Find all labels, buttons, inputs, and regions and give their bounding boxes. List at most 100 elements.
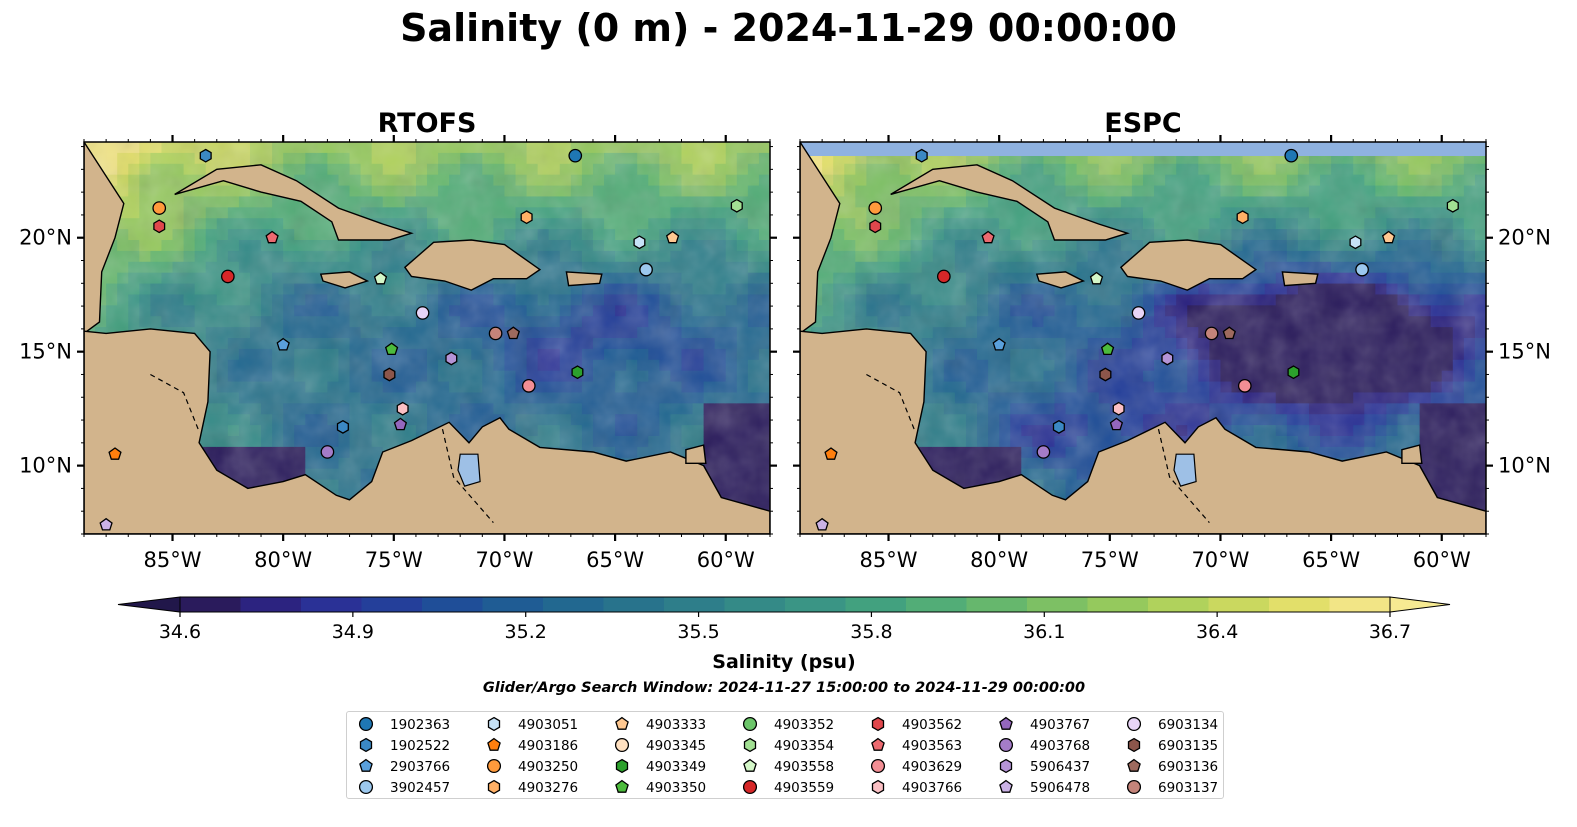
float-marker [199, 148, 212, 163]
land-mass [319, 271, 370, 289]
legend-marker [1126, 716, 1142, 732]
float-marker [1204, 326, 1219, 341]
land-mass [1035, 271, 1086, 289]
float-marker [571, 365, 584, 380]
float-marker [1036, 445, 1051, 459]
float-marker [1222, 326, 1236, 340]
legend-label: 4903563 [902, 738, 962, 754]
legend-label: 6903136 [1158, 759, 1218, 775]
float-marker [521, 379, 536, 393]
float-marker [373, 271, 388, 285]
float-marker [336, 419, 349, 434]
float-marker [384, 342, 399, 356]
land-mass [174, 164, 414, 241]
colorbar-bin [724, 597, 786, 612]
legend-label: 3902457 [390, 780, 450, 796]
float-marker [108, 447, 122, 460]
colorbar-bin [603, 597, 665, 612]
country-border [1157, 429, 1210, 523]
map-panel-rtofs: RTOFS 85°W 80°W 75°W 70°W 65°W 60°W20°N15°N10… [19, 108, 777, 572]
colorbar-bin [1148, 597, 1209, 612]
float-marker [639, 262, 653, 277]
land-mass [84, 142, 125, 335]
legend-marker [871, 716, 885, 732]
legend-entries: 1902363190252229037663902457490305149031… [358, 716, 1218, 796]
float-marker [1381, 230, 1396, 244]
panel-title-rtofs: RTOFS [378, 108, 477, 139]
legend-marker [999, 716, 1013, 730]
lat-tick-label: 10°N [1498, 454, 1551, 478]
colorbar-under-extend [117, 596, 181, 613]
float-marker [915, 148, 928, 163]
legend-label: 4903186 [518, 738, 578, 754]
map-frame [83, 141, 771, 535]
legend-label: 4903768 [1030, 738, 1090, 754]
land-mass [685, 444, 707, 464]
legend-label: 4903352 [774, 717, 834, 733]
land-mass [1401, 444, 1423, 464]
float-marker [1052, 419, 1065, 434]
lon-tick-label: 60°W [1413, 548, 1471, 572]
legend-marker [742, 716, 758, 732]
land-mass [403, 239, 542, 291]
legend-label: 6903135 [1158, 738, 1218, 754]
colorbar-bin [1329, 597, 1391, 612]
float-marker [730, 198, 743, 213]
lon-tick-label: 75°W [365, 548, 423, 572]
float-marker [1089, 271, 1104, 285]
float-marker [220, 269, 235, 284]
legend-marker [615, 758, 629, 774]
float-marker [488, 326, 503, 341]
map-panel-espc: ESPC 85°W 80°W 75°W 70°W 65°W 60°W20°N15°N10°… [793, 108, 1551, 572]
legend-marker [487, 779, 501, 795]
country-border [866, 373, 916, 432]
colorbar-tick-label: 36.4 [1196, 621, 1238, 643]
legend-marker [742, 779, 758, 795]
figure-title: Salinity (0 m) - 2024-11-29 00:00:00 [400, 6, 1177, 50]
lake-maracaibo [1173, 453, 1197, 487]
float-marker [936, 269, 951, 284]
legend-marker [1127, 758, 1141, 772]
legend-label: 5906478 [1030, 780, 1090, 796]
float-marker [445, 351, 458, 366]
float-marker [153, 219, 166, 234]
lon-tick-label: 65°W [1302, 548, 1360, 572]
colorbar-bin [845, 597, 907, 612]
legend-marker [871, 737, 885, 751]
float-marker [1446, 198, 1459, 213]
legend-label: 1902522 [390, 738, 450, 754]
float-marker [981, 230, 995, 244]
legend-label: 4903350 [646, 780, 706, 796]
float-marker [1355, 262, 1369, 277]
colorbar-tick-label: 35.8 [850, 621, 892, 643]
legend-marker [998, 737, 1014, 753]
colorbar-tick-label: 36.1 [1023, 621, 1065, 643]
map-frame [799, 141, 1487, 535]
lon-tick-label: 80°W [254, 548, 312, 572]
legend-label: 4903629 [902, 759, 962, 775]
legend-marker [1127, 737, 1141, 753]
float-marker [815, 517, 829, 531]
lat-tick-label: 15°N [1498, 340, 1551, 364]
float-marker [1100, 342, 1115, 356]
float-marker [1109, 417, 1124, 431]
legend-label: 4903250 [518, 759, 578, 775]
colorbar-bin [785, 597, 846, 612]
colorbar-tick-label: 35.5 [677, 621, 719, 643]
colorbar-tick-label: 34.9 [332, 621, 374, 643]
colorbar-bin [1087, 597, 1149, 612]
legend-marker [999, 758, 1013, 774]
legend-marker [870, 758, 886, 774]
float-marker [824, 447, 838, 460]
lon-tick-label: 75°W [1081, 548, 1139, 572]
legend-label: 4903333 [646, 717, 706, 733]
lon-tick-label: 60°W [697, 548, 755, 572]
colorbar-bin [180, 597, 241, 612]
legend-marker [359, 758, 373, 772]
legend-marker [743, 758, 757, 772]
colorbar-label: Salinity (psu) [712, 651, 855, 673]
colorbar-tick-label: 36.7 [1369, 621, 1411, 643]
legend-label: 1902363 [390, 717, 450, 733]
legend-marker [743, 737, 757, 753]
